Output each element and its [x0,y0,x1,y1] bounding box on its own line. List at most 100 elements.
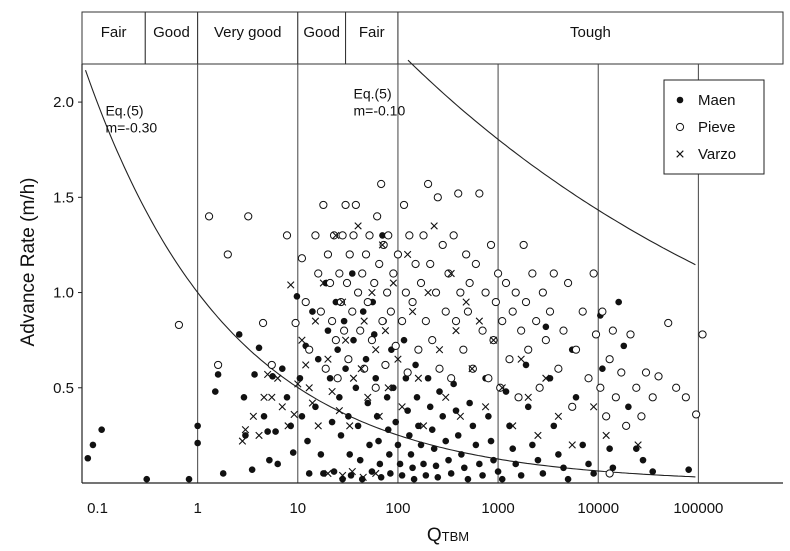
point-maen [599,365,606,373]
y-tick-label: 1.5 [53,189,74,206]
point-maen [542,323,550,331]
point-varzo [357,365,365,373]
point-maen [336,393,343,401]
point-pieve [463,307,473,316]
point-varzo [394,355,402,363]
point-varzo [375,412,383,421]
point-pieve [622,421,631,430]
point-maen [251,371,258,378]
point-pieve [371,383,380,392]
point-pieve [213,360,223,370]
point-pieve [344,355,353,364]
point-pieve [341,200,350,210]
point-maen [260,413,268,420]
rating-band-label: Good [303,24,340,41]
point-maen [392,418,400,426]
point-pieve [416,278,426,288]
point-pieve [423,179,433,189]
point-varzo [442,393,450,401]
point-varzo [542,374,550,382]
point-pieve [401,288,410,297]
point-maen [283,393,291,401]
point-varzo [364,393,372,401]
point-varzo [456,412,465,421]
point-pieve [383,288,392,297]
point-maen [529,441,536,449]
point-pieve [568,402,577,411]
point-pieve [508,307,517,316]
point-maen [442,437,450,445]
point-maen [296,374,304,382]
point-varzo [324,469,332,478]
x-tick-label: 0.1 [87,500,108,517]
point-varzo [278,403,286,411]
point-pieve [297,254,307,263]
point-pieve [333,374,342,383]
point-maen [430,445,438,453]
point-varzo [274,374,282,382]
point-maen [524,403,532,411]
point-maen [293,293,301,300]
point-pieve [433,193,442,202]
point-pieve [496,383,505,392]
point-maen [345,413,352,420]
point-pieve [386,307,395,316]
point-pieve [462,250,471,259]
point-maen [579,441,587,449]
point-maen [485,413,492,420]
point-maen [476,460,483,468]
point-maen [424,374,432,382]
point-pieve [528,269,537,278]
point-maen [639,456,647,464]
point-pieve [244,212,253,221]
point-pieve [389,269,398,278]
point-pieve [486,240,496,250]
point-varzo [384,384,392,392]
point-varzo [328,387,336,396]
point-varzo [241,425,250,434]
point-pieve [316,307,325,316]
point-varzo [359,473,367,481]
point-varzo [452,326,460,335]
point-pieve [419,231,428,240]
point-pieve [379,240,388,250]
point-varzo [634,441,642,449]
point-pieve [538,288,547,297]
point-pieve [384,231,393,240]
point-maen [376,460,384,468]
point-varzo [354,222,362,230]
point-varzo [447,269,455,278]
legend-marker-maen [676,96,684,104]
x-tick-label: 10 [289,500,306,517]
point-maen [242,432,249,439]
point-varzo [378,241,387,249]
y-tick-label: 0.5 [53,380,74,397]
point-maen [490,456,497,464]
point-varzo [298,336,306,344]
point-pieve [637,412,646,421]
point-maen [330,468,338,475]
point-varzo [294,380,302,388]
point-pieve [549,269,558,278]
point-varzo [255,431,263,440]
point-pieve [345,250,354,259]
point-maen [454,432,462,439]
point-maen [274,460,282,468]
point-pieve [351,200,360,210]
point-maen [346,451,354,458]
point-maen [364,399,372,407]
point-pieve [605,355,614,364]
point-pieve [598,307,607,316]
point-maen [406,432,413,439]
point-maen [326,374,334,382]
point-varzo [268,393,276,401]
legend: Maen Pieve Varzo [663,79,765,175]
point-varzo [554,412,563,421]
point-maen [606,445,613,453]
point-varzo [424,288,432,297]
point-varzo [435,345,444,354]
point-pieve [431,288,441,297]
y-tick-label: 2.0 [53,94,74,111]
point-maen [512,460,520,468]
